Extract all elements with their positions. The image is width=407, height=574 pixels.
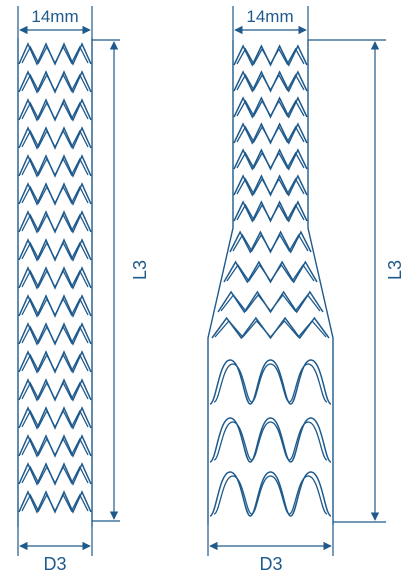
mesh-row [21,325,89,345]
mesh-row [236,73,305,92]
mesh-row [232,233,309,253]
right-stent-edge-right [307,40,334,525]
mesh-row [21,101,89,121]
mesh-row [21,129,89,149]
mesh-loop-row [209,359,332,405]
mesh-row [21,493,89,513]
mesh-row [21,353,89,373]
left-length-label: L3 [130,260,150,280]
mesh-row [236,47,305,66]
mesh-loop-row [209,417,332,463]
mesh-row [21,241,89,261]
mesh-row [21,45,89,65]
right-diameter-label: D3 [259,554,282,574]
mesh-row [236,99,305,118]
right-stent-mesh [209,44,332,517]
mesh-loop-row [213,363,328,403]
mesh-row [214,320,327,338]
mesh-row [21,297,89,317]
mesh-row [236,151,305,170]
mesh-loop-row [213,475,328,515]
mesh-row [21,213,89,233]
left-stent: 14mm L3 D3 [17,6,150,574]
mesh-row [21,185,89,205]
mesh-row [236,203,305,222]
left-diameter-label: D3 [43,554,66,574]
mesh-loop-row [209,471,332,517]
right-length-label: L3 [385,260,405,280]
mesh-row [236,177,305,196]
mesh-row [21,269,89,289]
left-stent-mesh [18,42,92,514]
mesh-row [21,437,89,457]
mesh-row [220,293,321,313]
mesh-row [21,381,89,401]
mesh-row [226,263,315,283]
mesh-row [21,73,89,93]
left-width-label: 14mm [31,7,78,26]
mesh-row [21,409,89,429]
right-width-label: 14mm [246,7,293,26]
right-stent-edge-left [207,40,234,525]
mesh-row [21,465,89,485]
mesh-row [236,125,305,144]
right-stent: 14mm L3 D3 [207,6,405,574]
mesh-loop-row [213,421,328,461]
mesh-row [21,157,89,177]
